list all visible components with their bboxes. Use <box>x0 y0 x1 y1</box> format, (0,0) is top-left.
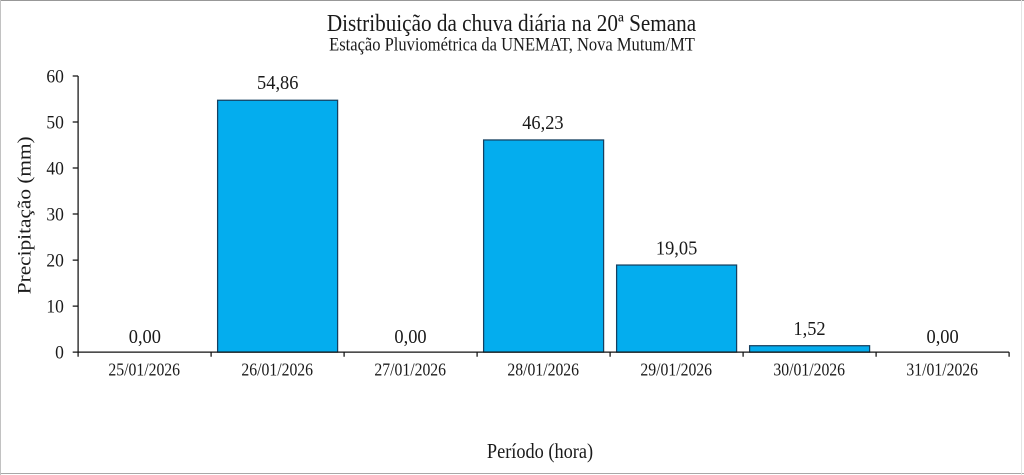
svg-text:31/01/2026: 31/01/2026 <box>906 360 978 380</box>
svg-text:50: 50 <box>46 112 63 133</box>
svg-text:Distribuição da chuva diária n: Distribuição da chuva diária na 20ª Sema… <box>327 10 696 37</box>
svg-text:29/01/2026: 29/01/2026 <box>640 360 712 380</box>
svg-text:Precipitação (mm): Precipitação (mm) <box>15 136 35 294</box>
svg-text:0: 0 <box>55 342 64 363</box>
svg-text:Período (hora): Período (hora) <box>487 440 593 463</box>
svg-text:0,00: 0,00 <box>129 326 161 348</box>
svg-text:10: 10 <box>46 296 63 317</box>
svg-text:1,52: 1,52 <box>793 318 825 340</box>
svg-text:0,00: 0,00 <box>927 326 959 348</box>
svg-text:27/01/2026: 27/01/2026 <box>374 360 446 380</box>
svg-text:46,23: 46,23 <box>522 112 563 134</box>
svg-text:30: 30 <box>46 204 63 225</box>
svg-text:60: 60 <box>46 66 63 87</box>
svg-text:20: 20 <box>46 250 63 271</box>
svg-text:30/01/2026: 30/01/2026 <box>773 360 845 380</box>
svg-text:54,86: 54,86 <box>257 72 299 94</box>
svg-text:28/01/2026: 28/01/2026 <box>507 360 579 380</box>
svg-text:25/01/2026: 25/01/2026 <box>108 360 180 380</box>
svg-text:Estação Pluviométrica da UNEMA: Estação Pluviométrica da UNEMAT, Nova Mu… <box>329 34 695 55</box>
svg-text:40: 40 <box>46 158 63 179</box>
svg-text:19,05: 19,05 <box>656 238 697 260</box>
svg-text:0,00: 0,00 <box>394 326 426 348</box>
svg-text:26/01/2026: 26/01/2026 <box>241 360 313 380</box>
